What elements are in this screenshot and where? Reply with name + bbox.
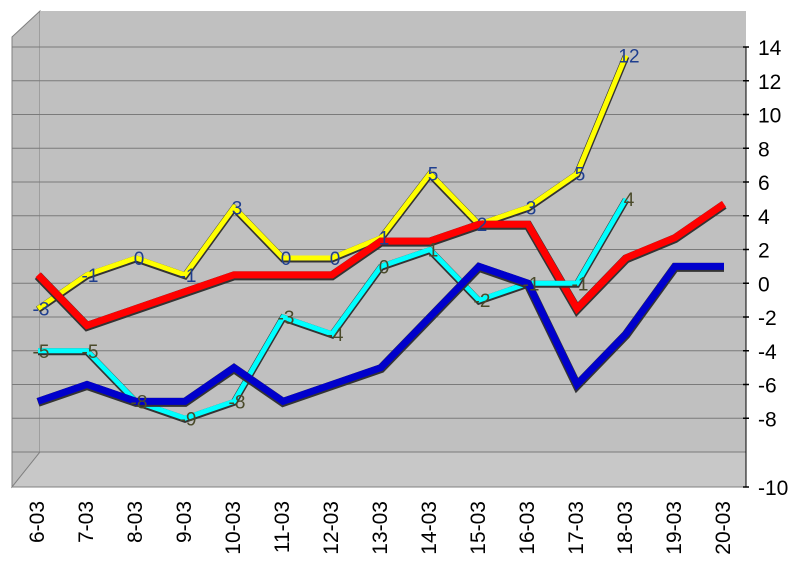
y-tick-label: 2: [758, 240, 770, 263]
x-tick-label: 20-03: [712, 501, 735, 555]
y-tick-label: 14: [758, 37, 782, 60]
data-label: -3: [278, 308, 295, 329]
data-labels: -3 -1 0 -1 3 0 0 1 5 2 3 5 12 -5 -5 -8 -9 -8 -3 -4 0 1 -2 -1 -1 4: [33, 46, 640, 430]
x-tick-label: 6-03: [26, 501, 49, 543]
data-label: 1: [428, 241, 439, 262]
data-label: -1: [572, 274, 589, 295]
data-label: -5: [33, 342, 50, 363]
data-label: 5: [428, 165, 439, 186]
y-tick-label: -4: [758, 341, 777, 364]
data-label: 12: [618, 46, 639, 67]
data-label: 0: [134, 249, 145, 270]
y-tick-label: -2: [758, 307, 777, 330]
x-tick-label: 7-03: [75, 501, 98, 543]
data-label: 0: [330, 249, 341, 270]
x-tick-label: 12-03: [320, 501, 343, 555]
y-tick-label: 6: [758, 172, 770, 195]
series-line: [36, 54, 629, 311]
series-group: [34, 54, 727, 423]
plot-area: [10, 9, 747, 489]
x-tick-label: 18-03: [614, 501, 637, 555]
back-wall: [40, 11, 746, 452]
floor: [10, 451, 747, 488]
x-tick-label: 9-03: [173, 501, 196, 543]
x-tick-label: 19-03: [663, 501, 686, 555]
data-label: 0: [379, 257, 390, 278]
series-line: [35, 201, 726, 330]
data-label: -1: [523, 274, 540, 295]
data-label: 2: [477, 215, 488, 236]
y-axis: -10 -8 -6 -4 -2 0 2 4 6 8 10 12 14: [743, 37, 788, 500]
data-label: 0: [281, 249, 292, 270]
y-tick-label: -10: [758, 477, 788, 500]
y-tick-label: 4: [758, 206, 770, 229]
x-tick-label: 11-03: [271, 501, 294, 553]
y-tick-label: 10: [758, 105, 781, 128]
y-tick-label: -8: [758, 408, 777, 431]
y-tick-label: -6: [758, 375, 777, 398]
data-label: 3: [526, 198, 537, 219]
data-label: 5: [575, 165, 586, 186]
series-line: [36, 262, 724, 406]
y-tick-label: 12: [758, 71, 781, 94]
x-axis: 6-03 7-03 8-03 9-03 10-03 11-03 12-03 13-03 14-0…: [26, 501, 735, 555]
data-label: 3: [232, 198, 243, 219]
y-tick-label: 8: [758, 138, 770, 161]
x-tick-label: 13-03: [369, 501, 392, 555]
data-label: 1: [379, 229, 390, 250]
data-label: -1: [180, 266, 197, 287]
x-tick-label: 16-03: [516, 501, 539, 555]
data-label: -1: [82, 266, 99, 287]
data-label: -8: [229, 392, 246, 413]
data-label: -3: [33, 300, 50, 321]
y-tick-label: 0: [758, 273, 770, 296]
x-tick-label: 15-03: [467, 501, 490, 555]
x-tick-label: 17-03: [565, 501, 588, 555]
data-label: -4: [327, 325, 344, 346]
data-label: -9: [180, 409, 197, 430]
data-label: -5: [82, 342, 99, 363]
x-tick-label: 8-03: [124, 501, 147, 543]
x-tick-label: 10-03: [222, 501, 245, 555]
x-tick-label: 14-03: [418, 501, 441, 555]
data-label: -2: [474, 291, 491, 312]
data-label: 4: [624, 190, 635, 211]
data-label: -8: [131, 392, 148, 413]
